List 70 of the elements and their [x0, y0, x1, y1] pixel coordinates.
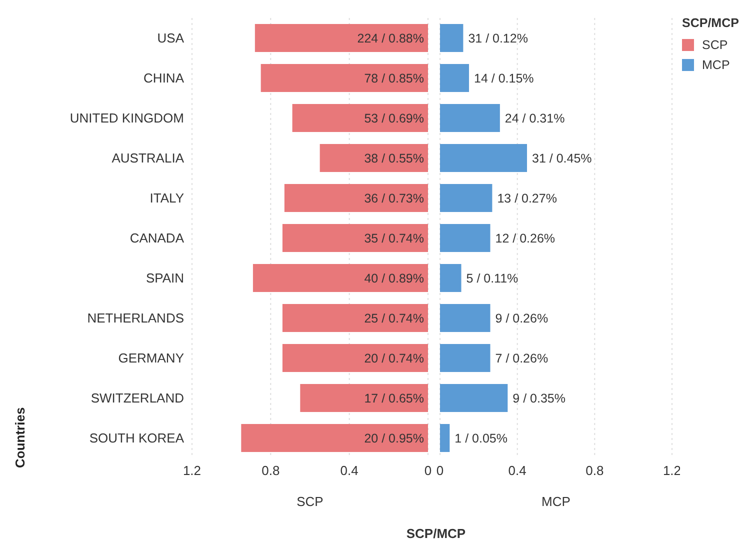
bar: [282, 344, 428, 372]
data-label: 224 / 0.88%: [357, 31, 424, 46]
data-label: 12 / 0.26%: [495, 231, 556, 246]
data-label: 35 / 0.74%: [364, 231, 424, 246]
y-tick-label: CANADA: [130, 230, 184, 246]
x-axis-title: SCP: [296, 494, 324, 509]
x-tick-label: 1.2: [662, 463, 682, 478]
bar: [440, 144, 527, 172]
x-tick-label: 0.8: [586, 463, 604, 478]
y-tick-label: ITALY: [150, 190, 184, 206]
legend-title: SCP/MCP: [682, 16, 740, 30]
x-axis-title: MCP: [542, 494, 570, 509]
y-tick-label: SWITZERLAND: [90, 390, 184, 406]
y-tick-label: AUSTRALIA: [112, 150, 184, 166]
bar: [440, 24, 464, 52]
bar: [292, 104, 428, 132]
bar: [252, 264, 428, 292]
data-label: 40 / 0.89%: [364, 271, 424, 286]
bar: [440, 264, 462, 292]
legend-label: MCP: [702, 58, 730, 72]
bar: [300, 384, 428, 412]
bar: [320, 144, 428, 172]
bar: [440, 184, 492, 212]
bar: [440, 64, 469, 92]
y-tick-label: NETHERLANDS: [87, 310, 184, 326]
bar: [440, 424, 450, 452]
x-tick-label: 0: [436, 463, 444, 478]
text: SCP/MCP: [405, 526, 467, 541]
data-label: 24 / 0.31%: [504, 111, 565, 126]
bar: [284, 184, 428, 212]
bar: [241, 424, 428, 452]
x-tick-label: 0: [424, 463, 432, 478]
bar: [282, 224, 428, 252]
bar: [440, 384, 508, 412]
data-label: 17 / 0.65%: [364, 391, 424, 406]
data-label: 14 / 0.15%: [474, 71, 534, 86]
y-tick-label: GERMANY: [118, 350, 184, 366]
y-tick-label: USA: [157, 30, 184, 46]
data-label: 20 / 0.74%: [364, 351, 424, 366]
data-label: 53 / 0.69%: [364, 111, 424, 126]
data-label: 13 / 0.27%: [497, 191, 557, 206]
bar: [260, 64, 428, 92]
data-label: 38 / 0.55%: [364, 151, 424, 166]
y-tick-label: CHINA: [144, 70, 184, 86]
data-label: 36 / 0.73%: [364, 191, 424, 206]
bar: [440, 304, 490, 332]
x-tick-label: 1.2: [182, 463, 202, 478]
legend-label: SCP: [702, 38, 728, 52]
y-tick-label: SPAIN: [146, 270, 184, 286]
data-label: 31 / 0.45%: [532, 151, 592, 166]
y-axis-title: Countries: [12, 407, 28, 468]
data-label: 20 / 0.95%: [364, 431, 424, 446]
bar: [440, 224, 490, 252]
x-tick-label: 0.4: [340, 463, 358, 478]
y-tick-label: SOUTH KOREA: [89, 430, 184, 446]
bar: [440, 104, 500, 132]
data-label: 25 / 0.74%: [364, 311, 424, 326]
data-label: 1 / 0.05%: [454, 431, 508, 446]
bar: [254, 24, 428, 52]
data-label: 7 / 0.26%: [495, 351, 548, 366]
data-label: 5 / 0.11%: [466, 271, 518, 286]
bar: [440, 344, 490, 372]
data-label: 9 / 0.35%: [512, 391, 566, 406]
bar: [282, 304, 428, 332]
data-label: 31 / 0.12%: [468, 31, 528, 46]
y-tick-label: UNITED KINGDOM: [70, 110, 184, 126]
data-label: 78 / 0.85%: [364, 71, 424, 86]
x-tick-label: 0.8: [262, 463, 280, 478]
data-label: 9 / 0.26%: [495, 311, 548, 326]
x-tick-label: 0.4: [508, 463, 526, 478]
